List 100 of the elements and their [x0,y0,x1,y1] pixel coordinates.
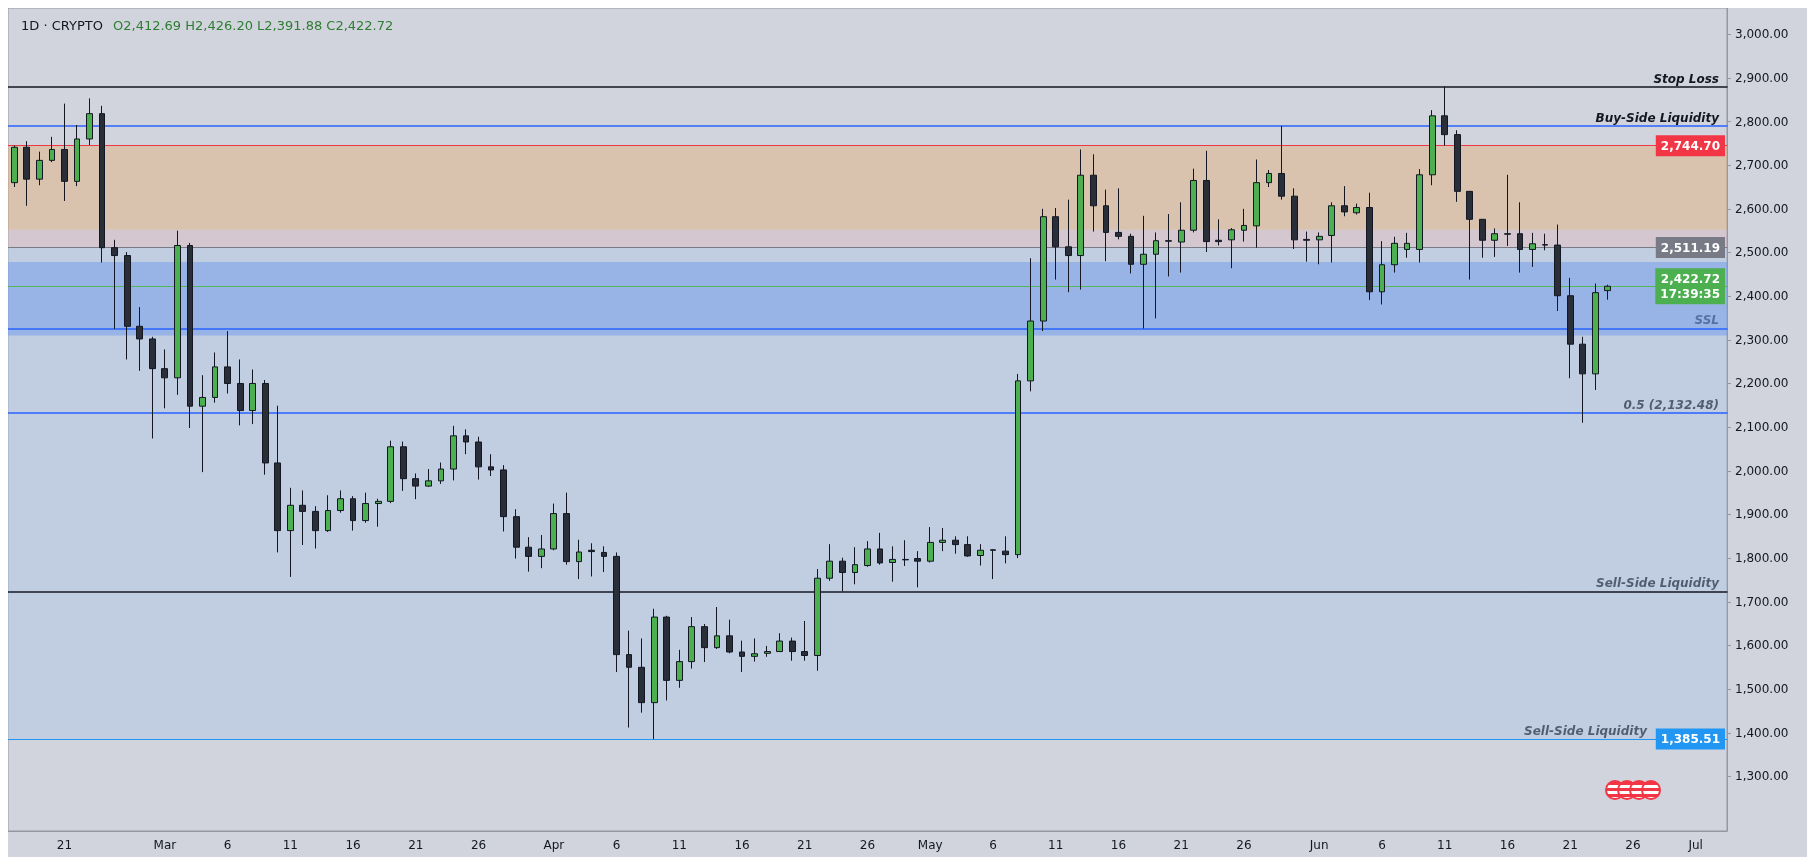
candlestick [1491,227,1498,258]
candlestick [1241,208,1247,243]
y-tick-label: 2,800.00 [1735,114,1789,129]
candlestick [1165,213,1172,278]
candlestick [1278,125,1285,201]
candlestick [939,527,946,552]
x-tick-label: 21 [1562,838,1578,852]
candlestick [538,534,545,569]
x-tick-label: 21 [1173,838,1189,852]
candlestick [1266,169,1272,188]
candlestick [1316,231,1323,265]
ref-line-label: 1,385.51 [1660,732,1720,747]
candlestick [1454,129,1461,203]
text: O2,412.69 H2,426.20 L2,391.88 C2,422.72 [113,18,394,33]
candlestick [74,124,80,187]
candlestick [1065,199,1072,293]
candlestick [463,428,469,455]
candlestick [237,358,244,426]
candlestick [1529,232,1536,268]
candlestick [36,151,43,186]
candlestick [199,374,206,473]
candlestick [1291,187,1298,250]
candlestick [1228,227,1235,269]
candlestick [676,649,683,689]
candlestick [475,436,482,481]
candlestick [1178,201,1185,274]
candlestick [877,532,883,566]
candlestick [1404,232,1410,259]
candlestick [124,251,131,360]
x-tick-label: 6 [989,838,997,852]
candlestick [500,464,507,532]
x-tick-label: 16 [1110,838,1127,852]
candlestick [739,640,745,673]
y-tick-label: 1,500.00 [1735,682,1789,697]
candlestick [299,489,306,546]
candlestick [889,545,896,583]
x-tick-label: 6 [1378,838,1386,852]
candlestick [576,539,582,580]
x-tick-label: Apr [543,838,565,852]
annotation: 0.5 (2,132.48) [1623,397,1719,412]
candlestick [990,548,996,580]
candlestick [964,535,971,558]
candlestick [776,632,783,653]
y-tick-label: 2,200.00 [1735,376,1789,391]
candlestick [1328,201,1335,264]
candlestick [249,369,256,425]
y-tick-label: 2,300.00 [1735,332,1789,347]
candlestick [651,608,658,740]
candlestick [312,505,319,550]
x-tick-label: Jun [1308,838,1329,852]
ref-line-label: 2,422.72 17:39:35 [1660,271,1720,301]
candlestick [1253,159,1260,249]
x-tick-label: 11 [282,838,298,852]
annotation: Sell-Side Liquidity [1524,724,1649,739]
x-tick-label: 21 [56,838,73,852]
candlestick [801,620,808,662]
candlestick [1015,373,1021,559]
x-tick-label: Jul [1687,838,1703,852]
candlestick [425,468,432,488]
y-tick-label: 2,000.00 [1735,463,1789,478]
candlestick [1303,231,1310,263]
candlestick [1579,336,1586,424]
candlestick [412,472,419,500]
x-tick-label: 21 [797,838,813,852]
y-tick-label: 1,800.00 [1735,551,1789,566]
candlestick [387,440,394,504]
candlestick [149,336,156,439]
x-tick-label: 6 [223,838,232,852]
candlestick [1115,187,1122,240]
y-tick-label: 1,900.00 [1735,507,1789,522]
candlestick [274,405,281,553]
x-tick-label: 11 [1048,838,1064,852]
candlestick [1190,168,1197,233]
x-tick-label: 16 [345,838,361,852]
candlestick [375,498,382,528]
candlestick [1128,233,1134,274]
candlestick [601,545,607,573]
x-tick-label: 16 [1499,838,1516,852]
candlestick [852,546,858,585]
candlestick [1203,150,1210,253]
candlestick [86,97,93,146]
y-tick-label: 2,100.00 [1735,420,1789,435]
x-tick-label: 26 [470,838,487,852]
annotation: Stop Loss [1653,71,1719,86]
candlestick [1567,277,1574,379]
candlestick [1554,224,1561,312]
candlestick [764,645,771,658]
candlestick [362,492,369,524]
candlestick [826,543,833,582]
candlestick [1353,203,1360,216]
ref-line-label: 2,511.19 [1660,240,1720,255]
y-tick-label: 2,500.00 [1735,245,1789,260]
candlestick [1479,218,1486,259]
candlestick [688,616,695,670]
candlestick [1416,168,1423,264]
x-tick-label: 6 [612,838,621,852]
candlestick [325,494,331,533]
x-tick-label: Mar [153,838,177,852]
y-tick-label: 2,600.00 [1735,201,1789,216]
candlestick [350,495,356,532]
